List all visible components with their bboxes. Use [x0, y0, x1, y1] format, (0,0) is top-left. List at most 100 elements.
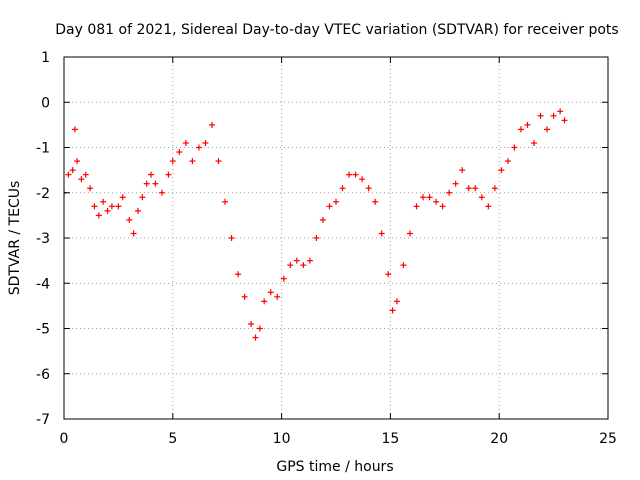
data-point	[176, 149, 183, 156]
y-tick-label: -1	[36, 141, 50, 157]
data-point	[517, 126, 524, 133]
data-point	[531, 139, 538, 146]
x-axis-label: GPS time / hours	[276, 459, 393, 475]
data-point	[71, 126, 78, 133]
data-point	[95, 212, 102, 219]
data-point	[267, 289, 274, 296]
data-point	[306, 257, 313, 264]
data-point	[74, 158, 81, 165]
data-point	[182, 139, 189, 146]
data-point	[393, 298, 400, 305]
data-point	[485, 203, 492, 210]
data-point	[165, 171, 172, 178]
data-point	[293, 257, 300, 264]
data-point	[252, 334, 259, 341]
data-point	[82, 171, 89, 178]
data-point	[359, 176, 366, 183]
data-point	[195, 144, 202, 151]
data-point	[202, 139, 209, 146]
data-point	[561, 117, 568, 124]
y-tick-label: -4	[36, 276, 50, 292]
data-point	[222, 198, 229, 205]
data-point	[208, 121, 215, 128]
data-point	[319, 216, 326, 223]
data-point	[274, 293, 281, 300]
data-point	[287, 262, 294, 269]
data-point	[261, 298, 268, 305]
data-point	[248, 320, 255, 327]
data-point	[459, 167, 466, 174]
data-point	[491, 185, 498, 192]
data-point	[169, 158, 176, 165]
y-tick-label: -7	[36, 412, 50, 428]
data-point	[241, 293, 248, 300]
data-point	[413, 203, 420, 210]
y-tick-label: -6	[36, 367, 50, 383]
data-point	[139, 194, 146, 201]
y-tick-label: 0	[41, 95, 50, 111]
data-point	[91, 203, 98, 210]
x-tick-label: 15	[381, 431, 399, 447]
data-point	[550, 112, 557, 119]
x-tick-label: 5	[168, 431, 177, 447]
data-point	[504, 158, 511, 165]
y-tick-label: -5	[36, 322, 50, 338]
data-point	[333, 198, 339, 205]
data-point	[158, 189, 165, 196]
data-point	[433, 198, 440, 205]
data-point	[280, 275, 287, 282]
data-point	[385, 271, 392, 278]
data-point	[478, 194, 485, 201]
data-point	[126, 216, 133, 223]
data-point	[465, 185, 472, 192]
data-point	[313, 235, 320, 241]
data-point	[406, 230, 413, 237]
y-tick-label: -3	[36, 231, 50, 247]
data-point	[537, 112, 544, 119]
data-point	[389, 307, 396, 314]
x-tick-label: 0	[60, 431, 69, 447]
data-point	[452, 180, 459, 187]
data-point	[152, 180, 159, 187]
data-point	[104, 207, 111, 214]
y-tick-label: 1	[41, 50, 50, 66]
data-point	[256, 325, 263, 332]
data-point	[87, 185, 94, 192]
data-point	[100, 198, 107, 205]
ticks-layer: 0 5 10 15 20 25 -7 -6 -5 -4 -3 -2 -1 0 1	[36, 50, 617, 447]
data-point	[511, 144, 518, 151]
data-point	[352, 171, 359, 178]
y-tick-label: -2	[36, 186, 50, 202]
x-tick-label: 25	[599, 431, 617, 447]
data-point	[143, 180, 150, 187]
data-point	[557, 108, 564, 115]
data-point	[215, 158, 222, 165]
data-point	[446, 189, 453, 196]
data-point	[65, 171, 72, 178]
data-point	[115, 203, 122, 210]
data-point	[400, 262, 407, 269]
data-point	[339, 185, 346, 192]
data-point	[365, 185, 372, 192]
data-point	[378, 230, 385, 237]
data-point	[498, 167, 505, 174]
data-point	[228, 235, 235, 241]
data-point	[524, 121, 531, 128]
data-point	[544, 126, 551, 133]
data-point	[439, 203, 446, 210]
data-point	[235, 271, 242, 278]
data-point	[189, 158, 196, 165]
data-point	[372, 198, 379, 205]
data-point	[300, 262, 307, 269]
data-point	[472, 185, 479, 192]
data-point	[69, 167, 76, 174]
data-point	[326, 203, 333, 210]
data-point	[426, 194, 433, 201]
data-point	[346, 171, 353, 178]
grid-layer	[64, 57, 608, 419]
data-point	[119, 194, 126, 201]
data-point	[78, 176, 85, 183]
chart-title: Day 081 of 2021, Sidereal Day-to-day VTE…	[55, 22, 618, 38]
